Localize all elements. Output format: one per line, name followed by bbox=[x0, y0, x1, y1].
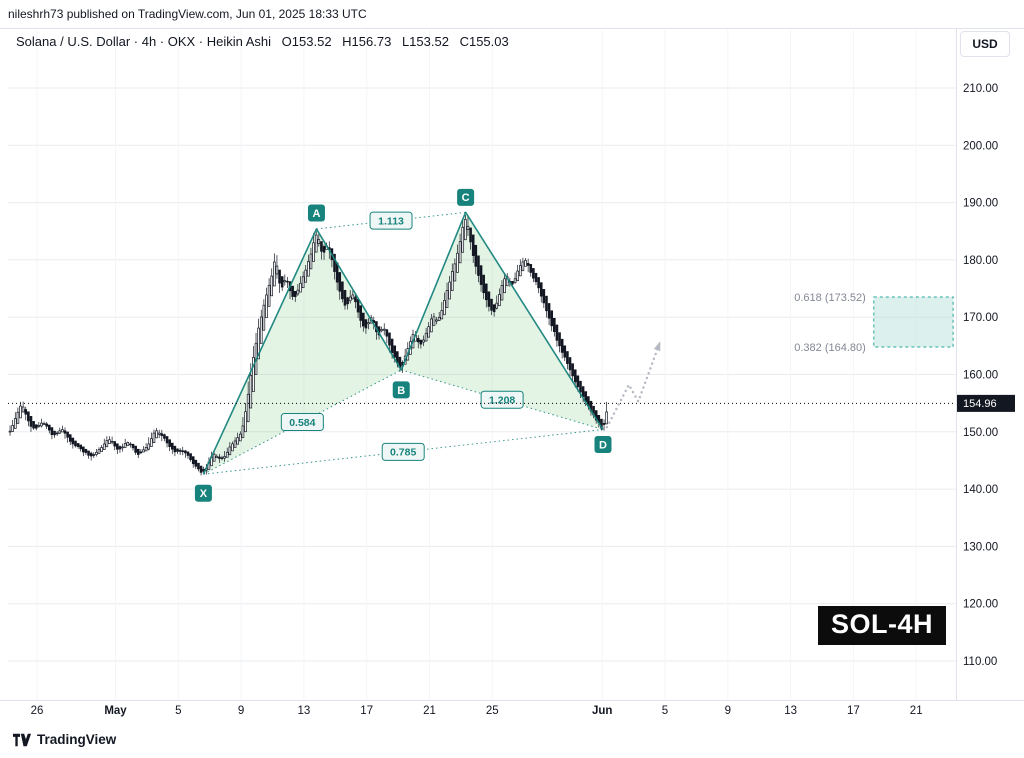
price-axis[interactable] bbox=[957, 28, 1024, 700]
svg-text:200.00: 200.00 bbox=[963, 140, 998, 152]
svg-text:17: 17 bbox=[847, 705, 860, 717]
svg-text:C: C bbox=[462, 192, 470, 204]
publish-info: nileshrh73 published on TradingView.com,… bbox=[8, 7, 367, 21]
svg-text:Jun: Jun bbox=[592, 705, 612, 717]
svg-text:0.584: 0.584 bbox=[289, 417, 315, 429]
time-axis[interactable] bbox=[0, 701, 956, 724]
svg-text:21: 21 bbox=[423, 705, 436, 717]
tradingview-footer-link[interactable]: TradingView bbox=[13, 732, 116, 747]
xabcd-pattern-fill bbox=[203, 212, 603, 475]
pattern-point-A[interactable]: A bbox=[307, 204, 325, 222]
svg-text:140.00: 140.00 bbox=[963, 484, 998, 496]
svg-text:5: 5 bbox=[662, 705, 668, 717]
projection-arrow[interactable] bbox=[605, 340, 662, 429]
svg-text:17: 17 bbox=[360, 705, 373, 717]
ratio-label[interactable]: 0.584 bbox=[280, 413, 324, 432]
xabcd-pattern[interactable]: 1.113 0.584 0.785 1.208 X A B C D bbox=[194, 188, 612, 502]
fib-level-label: 0.618 (173.52) bbox=[794, 292, 866, 304]
pattern-point-D[interactable]: D bbox=[594, 436, 612, 454]
pattern-point-B[interactable]: B bbox=[392, 381, 410, 399]
svg-text:D: D bbox=[599, 439, 607, 451]
svg-text:170.00: 170.00 bbox=[963, 312, 998, 324]
symbol-title[interactable]: Solana / U.S. Dollar · 4h · OKX · Heikin… bbox=[16, 34, 272, 49]
ratio-label[interactable]: 1.208 bbox=[480, 390, 524, 409]
svg-text:190.00: 190.00 bbox=[963, 198, 998, 210]
ohlc-open: O153.52 bbox=[281, 34, 332, 49]
svg-text:13: 13 bbox=[784, 705, 797, 717]
price-badge bbox=[957, 394, 1015, 412]
time-axis-labels: 26 May 5 9 13 17 21 25 Jun 5 9 13 17 21 bbox=[31, 705, 923, 717]
svg-text:21: 21 bbox=[910, 705, 923, 717]
svg-text:210.00: 210.00 bbox=[963, 83, 998, 95]
svg-text:13: 13 bbox=[298, 705, 311, 717]
ohlc-high: H156.73 bbox=[342, 34, 392, 49]
svg-text:1.113: 1.113 bbox=[378, 215, 404, 227]
fib-level-label: 0.382 (164.80) bbox=[794, 342, 866, 354]
candles bbox=[8, 214, 608, 476]
chart-borders bbox=[0, 28, 1024, 701]
svg-text:1.208: 1.208 bbox=[489, 395, 515, 407]
price-axis-labels: 210.00 200.00 190.00 180.00 170.00 160.00 150.… bbox=[963, 83, 998, 668]
pattern-point-X[interactable]: X bbox=[194, 484, 212, 502]
svg-text:9: 9 bbox=[238, 705, 244, 717]
grid bbox=[8, 30, 956, 700]
svg-text:180.00: 180.00 bbox=[963, 255, 998, 267]
svg-text:110.00: 110.00 bbox=[963, 656, 997, 668]
svg-text:25: 25 bbox=[486, 705, 499, 717]
svg-text:130.00: 130.00 bbox=[963, 541, 998, 553]
svg-text:X: X bbox=[200, 488, 208, 500]
price-line: 154.96 bbox=[8, 394, 1015, 412]
svg-text:A: A bbox=[312, 208, 320, 220]
svg-text:5: 5 bbox=[175, 705, 181, 717]
svg-text:150.00: 150.00 bbox=[963, 427, 998, 439]
ratio-label[interactable]: 1.113 bbox=[369, 211, 413, 230]
svg-text:154.96: 154.96 bbox=[963, 398, 997, 410]
svg-text:26: 26 bbox=[31, 705, 44, 717]
svg-text:B: B bbox=[397, 385, 405, 397]
ohlc-low: L153.52 bbox=[401, 34, 449, 49]
footer-brand-text: TradingView bbox=[37, 732, 117, 747]
ratio-label[interactable]: 0.785 bbox=[381, 442, 425, 461]
pattern-point-C[interactable]: C bbox=[457, 188, 475, 206]
ohlc-close: C155.03 bbox=[459, 34, 509, 49]
text-annotation-sol-4h[interactable]: SOL-4H bbox=[818, 606, 947, 645]
tradingview-logo-icon[interactable] bbox=[13, 733, 31, 747]
svg-text:120.00: 120.00 bbox=[963, 599, 998, 611]
svg-text:9: 9 bbox=[725, 705, 731, 717]
fib-retracement[interactable]: 0.618 (173.52) 0.382 (164.80) bbox=[794, 292, 954, 354]
chart-legend: Solana / U.S. Dollar · 4h · OKX · Heikin… bbox=[16, 34, 509, 49]
svg-text:May: May bbox=[104, 705, 127, 717]
svg-text:160.00: 160.00 bbox=[963, 370, 998, 382]
svg-text:0.785: 0.785 bbox=[390, 447, 416, 459]
currency-toggle-button[interactable]: USD bbox=[960, 31, 1010, 57]
